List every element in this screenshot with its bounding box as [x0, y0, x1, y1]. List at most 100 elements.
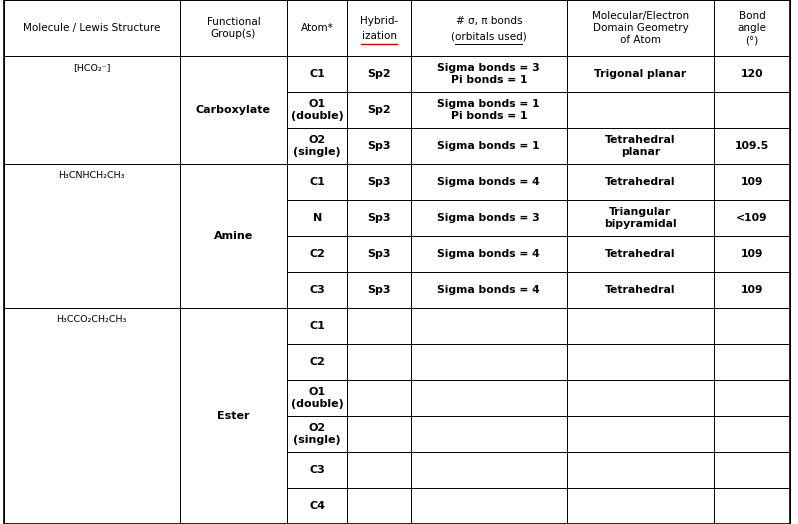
Text: Molecular/Electron
Domain Geometry
of Atom: Molecular/Electron Domain Geometry of At… — [592, 10, 689, 46]
Text: C1: C1 — [310, 321, 325, 331]
Bar — [411, 236, 567, 272]
Bar — [411, 272, 567, 308]
Bar — [714, 452, 790, 488]
Text: 109.5: 109.5 — [735, 141, 769, 151]
Bar — [567, 128, 714, 164]
Text: Sigma bonds = 4: Sigma bonds = 4 — [437, 249, 540, 259]
Bar — [347, 164, 411, 200]
Text: Functional
Group(s): Functional Group(s) — [207, 17, 260, 39]
Bar — [180, 56, 287, 164]
Bar — [567, 200, 714, 236]
Text: H₃CNHCH₂CH₃: H₃CNHCH₂CH₃ — [58, 171, 125, 180]
Bar — [287, 488, 347, 524]
Text: Bond
angle
(°): Bond angle (°) — [737, 10, 767, 46]
Text: C4: C4 — [309, 501, 326, 511]
Text: O1
(double): O1 (double) — [290, 387, 344, 409]
Text: O2
(single): O2 (single) — [294, 423, 341, 445]
Bar — [714, 236, 790, 272]
Bar — [180, 164, 287, 308]
Bar — [411, 452, 567, 488]
Text: C3: C3 — [310, 285, 325, 295]
Text: Sp3: Sp3 — [367, 249, 391, 259]
Bar — [714, 56, 790, 92]
Bar — [4, 164, 180, 308]
Text: Amine: Amine — [214, 231, 253, 241]
Bar — [347, 200, 411, 236]
Text: Sp3: Sp3 — [367, 141, 391, 151]
Bar — [714, 416, 790, 452]
Bar — [714, 128, 790, 164]
Bar — [347, 272, 411, 308]
Bar — [567, 344, 714, 380]
Text: Trigonal planar: Trigonal planar — [595, 69, 686, 79]
Bar — [411, 0, 567, 56]
Text: Tetrahedral: Tetrahedral — [605, 285, 676, 295]
Bar — [567, 236, 714, 272]
Bar — [411, 344, 567, 380]
Text: Sigma bonds = 4: Sigma bonds = 4 — [437, 285, 540, 295]
Bar — [567, 308, 714, 344]
Text: Carboxylate: Carboxylate — [196, 105, 271, 115]
Text: Sp3: Sp3 — [367, 213, 391, 223]
Text: ization: ization — [361, 31, 397, 41]
Bar — [411, 200, 567, 236]
Bar — [287, 128, 347, 164]
Bar — [287, 0, 347, 56]
Text: Tetrahedral: Tetrahedral — [605, 177, 676, 187]
Text: Sp2: Sp2 — [367, 105, 391, 115]
Text: C2: C2 — [310, 249, 325, 259]
Bar — [347, 0, 411, 56]
Text: (orbitals used): (orbitals used) — [451, 31, 527, 41]
Text: O2
(single): O2 (single) — [294, 135, 341, 157]
Bar — [287, 92, 347, 128]
Text: C1: C1 — [310, 69, 325, 79]
Text: Molecule / Lewis Structure: Molecule / Lewis Structure — [23, 23, 160, 33]
Text: 109: 109 — [741, 249, 764, 259]
Bar — [287, 164, 347, 200]
Bar — [714, 164, 790, 200]
Bar — [411, 128, 567, 164]
Bar — [714, 92, 790, 128]
Text: 109: 109 — [741, 285, 764, 295]
Text: C3: C3 — [310, 465, 325, 475]
Bar — [567, 92, 714, 128]
Bar — [411, 56, 567, 92]
Bar — [714, 344, 790, 380]
Text: C2: C2 — [310, 357, 325, 367]
Bar — [287, 416, 347, 452]
Bar — [287, 200, 347, 236]
Text: Sp3: Sp3 — [367, 177, 391, 187]
Bar — [287, 452, 347, 488]
Bar — [287, 272, 347, 308]
Bar — [347, 380, 411, 416]
Bar — [567, 272, 714, 308]
Text: Sigma bonds = 1: Sigma bonds = 1 — [437, 141, 540, 151]
Text: Tetrahedral: Tetrahedral — [605, 249, 676, 259]
Bar — [714, 0, 790, 56]
Text: [HCO₂⁻]: [HCO₂⁻] — [73, 63, 110, 72]
Bar — [567, 416, 714, 452]
Bar — [287, 56, 347, 92]
Bar — [714, 308, 790, 344]
Bar — [347, 236, 411, 272]
Text: Sp2: Sp2 — [367, 69, 391, 79]
Bar — [567, 56, 714, 92]
Bar — [4, 56, 180, 164]
Bar — [347, 488, 411, 524]
Bar — [180, 308, 287, 524]
Bar — [411, 488, 567, 524]
Bar — [567, 164, 714, 200]
Bar — [714, 200, 790, 236]
Bar — [567, 488, 714, 524]
Text: Atom*: Atom* — [301, 23, 334, 33]
Bar — [411, 416, 567, 452]
Bar — [714, 272, 790, 308]
Bar — [287, 380, 347, 416]
Bar — [4, 308, 180, 524]
Text: 109: 109 — [741, 177, 764, 187]
Text: Hybrid-: Hybrid- — [360, 16, 398, 26]
Text: Tetrahedral
planar: Tetrahedral planar — [605, 135, 676, 157]
Bar — [287, 308, 347, 344]
Bar — [347, 92, 411, 128]
Bar — [411, 380, 567, 416]
